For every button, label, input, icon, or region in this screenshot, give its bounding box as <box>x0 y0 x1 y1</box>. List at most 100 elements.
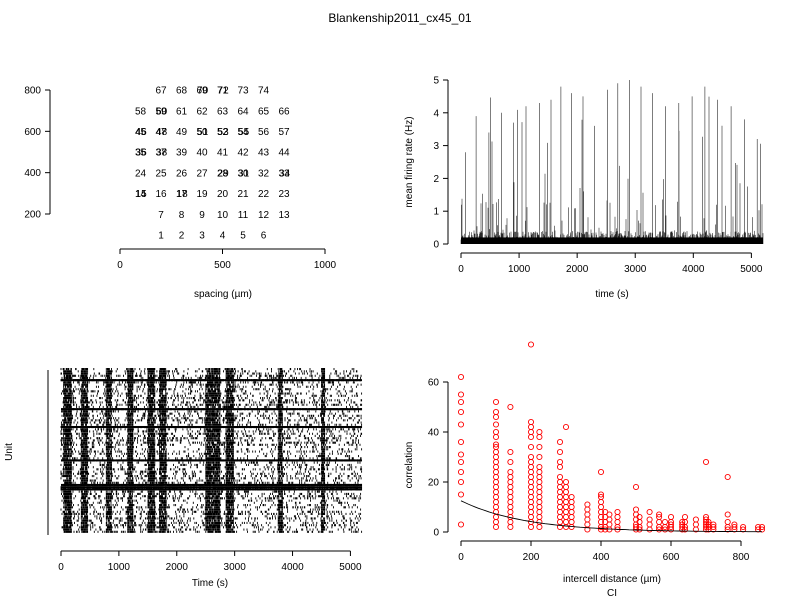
electrode-layout-y-tick-label: 600 <box>24 127 41 138</box>
firing-rate-y-tick-label: 1 <box>433 207 439 218</box>
firing-rate-y-tick-label: 4 <box>433 108 439 119</box>
electrode-label: 3 <box>199 231 205 242</box>
correlation-point <box>646 526 653 533</box>
electrode-label: 28 <box>217 168 229 179</box>
correlation-point <box>457 421 465 428</box>
electrode-label: 25 <box>155 168 167 179</box>
electrode-label: 5 <box>240 231 246 242</box>
correlation-point <box>556 448 564 456</box>
correlation-point <box>527 508 535 516</box>
correlation-point <box>597 498 605 506</box>
correlation-points <box>457 341 766 533</box>
firing-rate-y-tick-label: 0 <box>433 240 439 251</box>
electrode-label: 33 <box>278 168 290 179</box>
correlation-point <box>492 428 500 436</box>
electrode-label: 71 <box>217 86 229 97</box>
firing-rate-y-tick-label: 3 <box>433 141 439 152</box>
correlation-point <box>679 518 686 526</box>
electrode-label: 62 <box>196 106 208 117</box>
correlation-point <box>527 483 535 491</box>
electrode-label: 16 <box>155 189 167 200</box>
correlation-point <box>656 526 663 533</box>
figure-title: Blankenship2011_cx45_01 <box>328 11 472 25</box>
correlation-point <box>492 413 500 421</box>
correlation-point <box>527 433 535 441</box>
correlation-point <box>556 503 564 511</box>
correlation-point <box>636 513 643 521</box>
correlation-point <box>614 508 621 516</box>
raster-dense-unit <box>61 425 362 428</box>
correlation-point <box>507 523 514 531</box>
correlation-point <box>758 523 766 531</box>
correlation-panel: intercell distance (µm) CI correlation 0… <box>404 341 766 599</box>
correlation-point <box>527 503 535 511</box>
electrode-label: 7 <box>158 210 164 221</box>
correlation-point <box>536 443 543 451</box>
correlation-point <box>562 523 570 531</box>
correlation-point <box>584 501 591 508</box>
electrode-label: 8 <box>179 210 185 221</box>
correlation-point <box>527 478 535 486</box>
electrode-label: 10 <box>217 210 229 221</box>
electrode-label: 27 <box>196 168 208 179</box>
electrode-label: 72 <box>218 86 230 97</box>
correlation-point <box>457 521 465 528</box>
correlation-point <box>681 513 689 521</box>
correlation-point <box>584 511 591 518</box>
correlation-point <box>556 488 564 496</box>
electrode-label: 59 <box>155 106 167 117</box>
correlation-point <box>562 513 570 521</box>
electrode-label: 63 <box>217 106 229 117</box>
electrode-label: 69 <box>196 86 208 97</box>
raster-x-tick-label: 4000 <box>281 562 304 573</box>
correlation-point <box>614 513 621 521</box>
electrode-layout-x-tick-label: 0 <box>117 260 123 271</box>
electrode-label: 68 <box>176 86 188 97</box>
electrode-label: 53 <box>218 127 230 138</box>
correlation-x-tick-label: 600 <box>663 552 680 563</box>
electrode-label: 6 <box>261 231 267 242</box>
firing-rate-x-tick-label: 5000 <box>740 264 763 275</box>
correlation-point <box>492 483 500 491</box>
correlation-point <box>646 508 653 516</box>
correlation-point <box>724 518 731 526</box>
correlation-point <box>692 521 699 528</box>
electrode-layout-x-tick-label: 1000 <box>314 260 337 271</box>
correlation-point <box>597 493 605 501</box>
correlation-point <box>536 503 543 511</box>
correlation-point <box>492 513 500 521</box>
correlation-point <box>507 503 514 511</box>
electrode-label: 67 <box>155 86 167 97</box>
electrode-layout-x-tick-label: 500 <box>214 260 231 271</box>
correlation-x-tick-label: 800 <box>733 552 750 563</box>
electrode-label: 37 <box>155 148 167 159</box>
correlation-point <box>527 463 535 471</box>
correlation-point <box>527 493 535 501</box>
electrode-label: 60 <box>156 106 168 117</box>
correlation-point <box>507 493 514 501</box>
firing-rate-y-tick-label: 2 <box>433 174 439 185</box>
correlation-point <box>556 498 564 506</box>
correlation-point <box>636 526 643 533</box>
electrode-label: 45 <box>135 127 147 138</box>
correlation-point <box>536 428 543 436</box>
electrode-label: 51 <box>197 127 209 138</box>
correlation-point <box>562 488 570 496</box>
correlation-point <box>740 526 747 533</box>
correlation-point <box>556 493 564 501</box>
correlation-point <box>492 448 500 456</box>
correlation-point <box>536 493 543 501</box>
electrode-layout-y-tick-label: 400 <box>24 168 41 179</box>
correlation-point <box>597 491 605 498</box>
electrode-label: 46 <box>136 127 148 138</box>
electrode-label: 36 <box>136 148 148 159</box>
correlation-point <box>606 521 613 528</box>
correlation-y-tick-label: 40 <box>428 428 440 439</box>
correlation-point <box>527 428 535 436</box>
correlation-y-tick-label: 60 <box>428 378 440 389</box>
raster-dense-unit <box>61 483 362 486</box>
correlation-point <box>536 483 543 491</box>
electrode-label: 4 <box>220 231 226 242</box>
correlation-point <box>492 488 500 496</box>
correlation-point <box>556 473 564 481</box>
